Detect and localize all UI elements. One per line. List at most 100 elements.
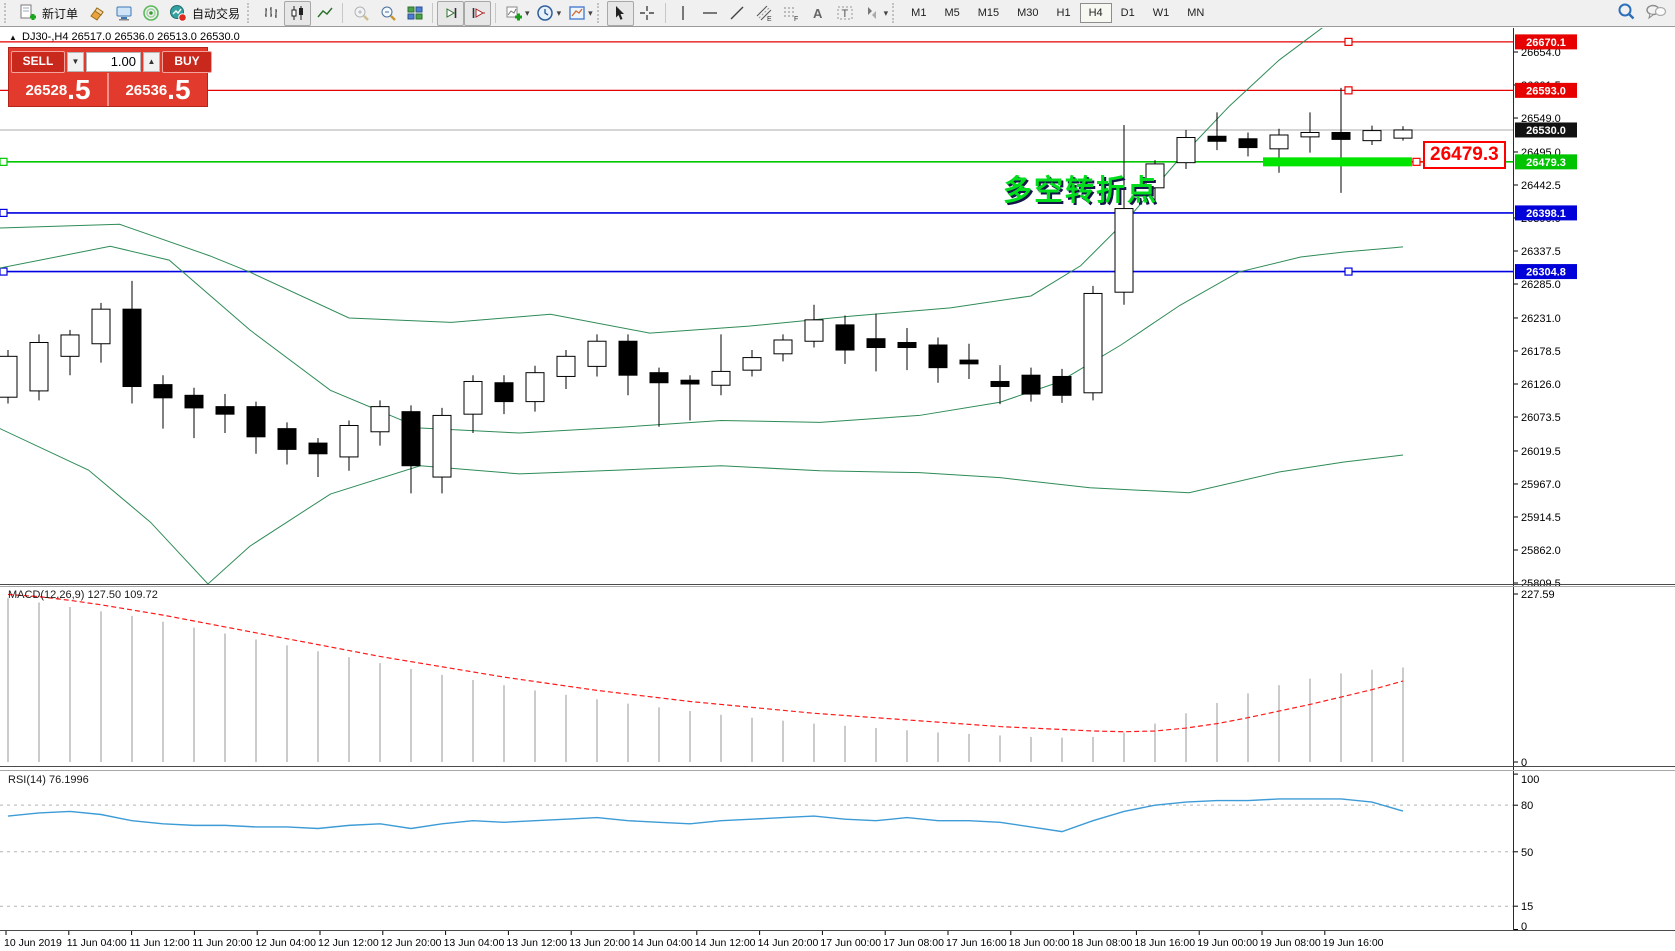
equidistant-channel-button[interactable]: E [751, 1, 778, 26]
candle[interactable] [866, 338, 886, 349]
buy-button[interactable]: BUY [162, 50, 212, 73]
volume-input[interactable] [86, 51, 141, 72]
timeframe-h4[interactable]: H4 [1079, 3, 1112, 23]
timeframe-m30[interactable]: M30 [1017, 7, 1039, 19]
terminal-button[interactable] [110, 1, 137, 26]
templates-dropdown-arrow[interactable]: ▾ [588, 7, 593, 18]
candle[interactable] [1331, 131, 1351, 140]
indicators-dropdown-arrow[interactable]: ▾ [525, 7, 530, 18]
new-order-button[interactable] [14, 1, 41, 26]
candle[interactable] [1083, 292, 1103, 394]
chart-shift-button[interactable] [464, 0, 492, 26]
candle[interactable] [494, 382, 514, 403]
volume-decrease-button[interactable]: ▼ [67, 51, 84, 72]
main-chart-layer[interactable] [0, 27, 1513, 584]
candle[interactable] [1021, 374, 1041, 395]
arrows-button[interactable] [859, 1, 886, 26]
auto-trading-label[interactable]: 自动交易 [192, 6, 241, 21]
chart-canvas[interactable]: 26654.026601.526549.026495.026442.526390… [0, 27, 1675, 951]
candle[interactable] [1393, 129, 1413, 139]
tile-windows-button[interactable] [401, 1, 428, 26]
candles[interactable] [0, 87, 1413, 494]
candle[interactable] [432, 414, 452, 478]
eraser-button[interactable] [83, 1, 110, 26]
candle[interactable] [773, 339, 793, 355]
toolbar-grip[interactable] [4, 3, 10, 23]
candle[interactable] [835, 324, 855, 351]
time-axis[interactable]: 10 Jun 2019 11 Jun 04:00 11 Jun 12:00 11 Ju… [4, 931, 1384, 949]
signal-button[interactable] [137, 1, 164, 26]
candle[interactable] [246, 406, 266, 438]
candle[interactable] [928, 344, 948, 369]
text-button[interactable]: A [805, 1, 832, 26]
crosshair-button[interactable] [634, 1, 661, 26]
timeframe-w1[interactable]: W1 [1152, 7, 1170, 19]
candlestick-chart-button[interactable] [284, 0, 312, 26]
candle[interactable] [370, 406, 390, 433]
zoom-in-button[interactable] [347, 1, 374, 26]
candle[interactable] [959, 359, 979, 365]
candle[interactable] [153, 384, 173, 399]
candle[interactable] [1207, 135, 1227, 142]
new-order-label[interactable]: 新订单 [42, 6, 79, 21]
cursor-button[interactable] [606, 0, 634, 26]
timeframe-m5[interactable]: M5 [944, 7, 960, 19]
search-icon[interactable] [1617, 2, 1635, 20]
candle[interactable] [897, 341, 917, 349]
chat-icon[interactable] [1645, 2, 1667, 20]
candle[interactable] [587, 340, 607, 367]
candle[interactable] [308, 442, 328, 455]
toolbar-grip[interactable] [247, 3, 253, 23]
volume-increase-button[interactable]: ▲ [143, 51, 160, 72]
candle[interactable] [525, 372, 545, 403]
candle[interactable] [990, 380, 1010, 388]
buy-price[interactable]: 26536.5 [109, 73, 207, 106]
bar-chart-button[interactable] [257, 1, 284, 26]
fibonacci-button[interactable]: F [778, 1, 805, 26]
candle[interactable] [0, 355, 18, 398]
candle[interactable] [29, 341, 49, 392]
highlight-trend-segment[interactable] [1263, 157, 1412, 167]
rsi-panel[interactable]: 100 80 50 15 0 [0, 773, 1539, 933]
candle[interactable] [122, 308, 142, 388]
candle[interactable] [711, 370, 731, 386]
templates-button[interactable] [563, 1, 590, 26]
candle[interactable] [618, 340, 638, 376]
candle[interactable] [60, 334, 80, 357]
candle[interactable] [1238, 138, 1258, 149]
candle[interactable] [804, 319, 824, 342]
candle[interactable] [401, 411, 421, 467]
toolbar-grip[interactable] [892, 3, 898, 23]
candle[interactable] [1300, 131, 1320, 138]
sell-price[interactable]: 26528.5 [9, 73, 107, 106]
chart-annotation-text[interactable]: 多空转折点 [1003, 175, 1159, 207]
timeframe-m15[interactable]: M15 [977, 7, 1000, 19]
candle[interactable] [1176, 137, 1196, 164]
candle[interactable] [1114, 208, 1134, 293]
sell-button[interactable]: SELL [11, 50, 65, 73]
candle[interactable] [339, 424, 359, 458]
candle[interactable] [680, 379, 700, 385]
line-chart-button[interactable] [311, 1, 338, 26]
candle[interactable] [649, 372, 669, 384]
timeframe-h1[interactable]: H1 [1056, 7, 1071, 19]
candle[interactable] [277, 428, 297, 450]
vertical-line-button[interactable] [670, 1, 697, 26]
arrows-dropdown-arrow[interactable]: ▾ [883, 7, 889, 18]
auto-scroll-button[interactable] [437, 0, 465, 26]
periods-dropdown-arrow[interactable]: ▾ [556, 7, 562, 18]
text-label-button[interactable]: T [832, 1, 859, 26]
macd-panel[interactable]: 227.59 0 [7, 589, 1555, 769]
trendline-button[interactable] [724, 1, 751, 26]
periods-button[interactable] [532, 1, 559, 26]
price-axis[interactable]: 26654.026601.526549.026495.026442.526390… [1513, 34, 1577, 590]
candle[interactable] [184, 394, 204, 409]
candle[interactable] [556, 355, 576, 377]
candle[interactable] [215, 406, 235, 415]
price-tag-box[interactable]: 26479.3 [1423, 141, 1506, 169]
timeframe-d1[interactable]: D1 [1120, 7, 1135, 19]
candle[interactable] [1362, 130, 1382, 142]
candle[interactable] [1145, 163, 1165, 189]
horizontal-line-button[interactable] [697, 1, 724, 26]
candle[interactable] [742, 357, 762, 371]
